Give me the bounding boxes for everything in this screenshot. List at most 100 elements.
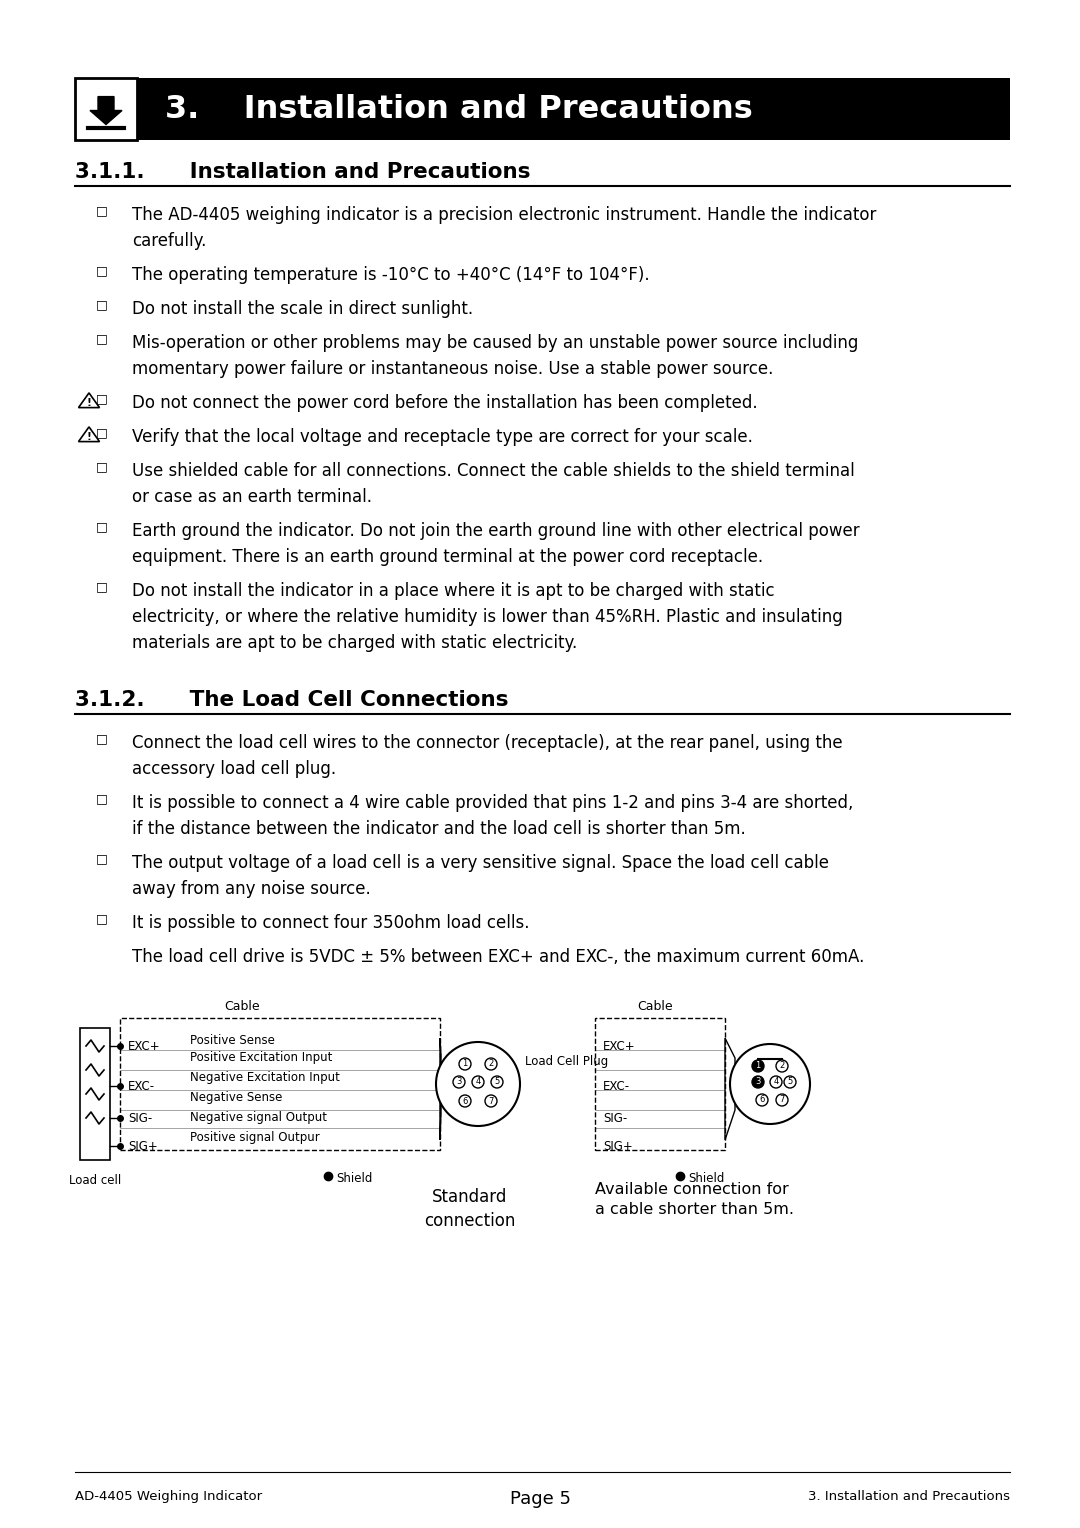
Text: Available connection for
a cable shorter than 5m.: Available connection for a cable shorter… <box>595 1183 794 1216</box>
Text: SIG-: SIG- <box>129 1111 152 1125</box>
Text: Earth ground the indicator. Do not join the earth ground line with other electri: Earth ground the indicator. Do not join … <box>132 523 860 539</box>
Text: The AD-4405 weighing indicator is a precision electronic instrument. Handle the : The AD-4405 weighing indicator is a prec… <box>132 206 876 225</box>
Text: 5: 5 <box>787 1077 793 1086</box>
Text: if the distance between the indicator and the load cell is shorter than 5m.: if the distance between the indicator an… <box>132 821 746 837</box>
Text: Positive Excitation Input: Positive Excitation Input <box>190 1051 333 1065</box>
Text: □: □ <box>96 393 108 405</box>
Text: Positive signal Outpur: Positive signal Outpur <box>190 1132 320 1144</box>
Circle shape <box>784 1076 796 1088</box>
Text: !: ! <box>86 432 92 442</box>
Text: □: □ <box>96 426 108 440</box>
Text: !: ! <box>86 397 92 408</box>
Text: Connect the load cell wires to the connector (receptacle), at the rear panel, us: Connect the load cell wires to the conne… <box>132 733 842 752</box>
Text: 1: 1 <box>462 1059 468 1068</box>
Text: 4: 4 <box>773 1077 779 1086</box>
Text: 7: 7 <box>488 1097 494 1105</box>
Text: □: □ <box>96 521 108 533</box>
Text: Negative Sense: Negative Sense <box>190 1091 282 1105</box>
Text: Negative signal Output: Negative signal Output <box>190 1111 327 1125</box>
Polygon shape <box>90 96 122 124</box>
Text: 6: 6 <box>759 1096 765 1105</box>
Text: 6: 6 <box>462 1097 468 1105</box>
Text: □: □ <box>96 205 108 217</box>
Text: 5: 5 <box>495 1077 500 1086</box>
Text: SIG+: SIG+ <box>129 1140 158 1152</box>
Circle shape <box>472 1076 484 1088</box>
Text: □: □ <box>96 732 108 746</box>
Circle shape <box>485 1057 497 1070</box>
Text: The operating temperature is -10°C to +40°C (14°F to 104°F).: The operating temperature is -10°C to +4… <box>132 266 650 284</box>
Text: □: □ <box>96 333 108 345</box>
Text: □: □ <box>96 853 108 865</box>
Circle shape <box>459 1096 471 1106</box>
Circle shape <box>777 1060 788 1073</box>
Text: SIG+: SIG+ <box>603 1140 633 1152</box>
Text: □: □ <box>96 298 108 312</box>
Text: EXC+: EXC+ <box>603 1039 636 1053</box>
Text: EXC-: EXC- <box>603 1079 630 1093</box>
Text: accessory load cell plug.: accessory load cell plug. <box>132 759 336 778</box>
Text: 4: 4 <box>475 1077 481 1086</box>
Text: □: □ <box>96 581 108 593</box>
Text: AD-4405 Weighing Indicator: AD-4405 Weighing Indicator <box>75 1490 262 1504</box>
Text: materials are apt to be charged with static electricity.: materials are apt to be charged with sta… <box>132 634 577 652</box>
Text: Positive Sense: Positive Sense <box>190 1033 275 1047</box>
Text: Verify that the local voltage and receptacle type are correct for your scale.: Verify that the local voltage and recept… <box>132 428 753 446</box>
Text: 7: 7 <box>780 1096 785 1105</box>
Text: Use shielded cable for all connections. Connect the cable shields to the shield : Use shielded cable for all connections. … <box>132 461 854 480</box>
Text: □: □ <box>96 460 108 474</box>
Text: EXC+: EXC+ <box>129 1039 161 1053</box>
Text: 3. Installation and Precautions: 3. Installation and Precautions <box>808 1490 1010 1504</box>
Text: Mis-operation or other problems may be caused by an unstable power source includ: Mis-operation or other problems may be c… <box>132 335 859 351</box>
Text: carefully.: carefully. <box>132 232 206 251</box>
Text: SIG-: SIG- <box>603 1111 627 1125</box>
Text: EXC-: EXC- <box>129 1079 156 1093</box>
Text: It is possible to connect four 350ohm load cells.: It is possible to connect four 350ohm lo… <box>132 914 529 932</box>
Circle shape <box>436 1042 519 1126</box>
Text: Shield: Shield <box>688 1172 725 1184</box>
Circle shape <box>752 1060 764 1073</box>
Text: Do not connect the power cord before the installation has been completed.: Do not connect the power cord before the… <box>132 394 758 413</box>
Circle shape <box>453 1076 465 1088</box>
Bar <box>80 1028 110 1160</box>
Text: Standard
connection: Standard connection <box>424 1187 515 1230</box>
Text: 1: 1 <box>755 1062 760 1071</box>
Circle shape <box>756 1094 768 1106</box>
Circle shape <box>752 1076 764 1088</box>
Text: Load Cell Plug: Load Cell Plug <box>525 1056 608 1068</box>
Circle shape <box>459 1057 471 1070</box>
Text: □: □ <box>96 793 108 805</box>
Text: 2: 2 <box>488 1059 494 1068</box>
Text: momentary power failure or instantaneous noise. Use a stable power source.: momentary power failure or instantaneous… <box>132 361 773 377</box>
Text: 3.1.1.      Installation and Precautions: 3.1.1. Installation and Precautions <box>75 162 530 182</box>
Circle shape <box>770 1076 782 1088</box>
Circle shape <box>491 1076 503 1088</box>
Text: Cable: Cable <box>637 999 673 1013</box>
Text: 3.1.2.      The Load Cell Connections: 3.1.2. The Load Cell Connections <box>75 691 509 711</box>
Text: □: □ <box>96 264 108 278</box>
Text: away from any noise source.: away from any noise source. <box>132 880 370 898</box>
Text: Do not install the scale in direct sunlight.: Do not install the scale in direct sunli… <box>132 299 473 318</box>
Bar <box>75 78 137 141</box>
Text: The output voltage of a load cell is a very sensitive signal. Space the load cel: The output voltage of a load cell is a v… <box>132 854 829 872</box>
Bar <box>137 78 1010 141</box>
Text: 3: 3 <box>457 1077 461 1086</box>
Text: □: □ <box>96 912 108 926</box>
Text: 3.    Installation and Precautions: 3. Installation and Precautions <box>165 93 753 124</box>
Text: Cable: Cable <box>224 999 259 1013</box>
Circle shape <box>777 1094 788 1106</box>
Text: Load cell: Load cell <box>69 1174 121 1187</box>
Text: Do not install the indicator in a place where it is apt to be charged with stati: Do not install the indicator in a place … <box>132 582 774 601</box>
Text: It is possible to connect a 4 wire cable provided that pins 1-2 and pins 3-4 are: It is possible to connect a 4 wire cable… <box>132 795 853 811</box>
Text: Page 5: Page 5 <box>510 1490 570 1508</box>
Circle shape <box>730 1044 810 1125</box>
Text: Negative Excitation Input: Negative Excitation Input <box>190 1071 340 1085</box>
Text: equipment. There is an earth ground terminal at the power cord receptacle.: equipment. There is an earth ground term… <box>132 549 764 565</box>
Circle shape <box>485 1096 497 1106</box>
Text: or case as an earth terminal.: or case as an earth terminal. <box>132 487 372 506</box>
Text: Shield: Shield <box>336 1172 373 1184</box>
Text: 3: 3 <box>755 1077 760 1086</box>
Text: The load cell drive is 5VDC ± 5% between EXC+ and EXC-, the maximum current 60mA: The load cell drive is 5VDC ± 5% between… <box>132 947 864 966</box>
Text: electricity, or where the relative humidity is lower than 45%RH. Plastic and ins: electricity, or where the relative humid… <box>132 608 842 626</box>
Text: 2: 2 <box>780 1062 785 1071</box>
